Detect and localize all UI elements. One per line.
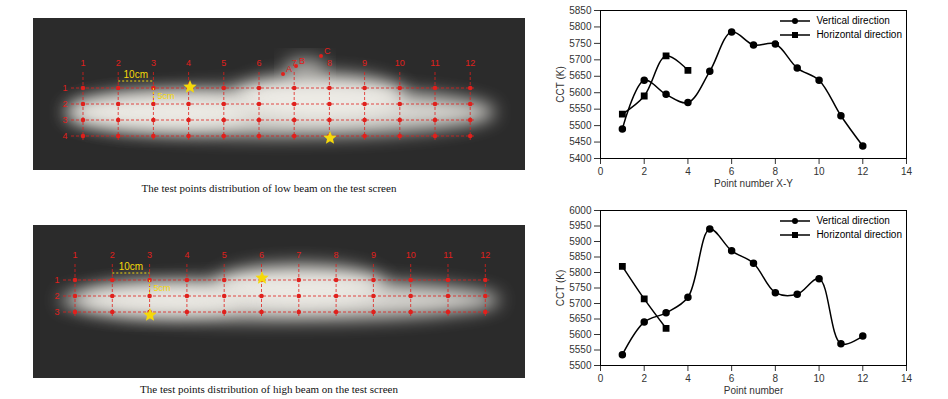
svg-text:4: 4	[184, 250, 189, 260]
svg-text:2: 2	[110, 250, 115, 260]
svg-text:12: 12	[465, 58, 475, 68]
svg-text:3: 3	[151, 58, 156, 68]
svg-text:11: 11	[443, 250, 452, 260]
svg-text:The test points distribution o: The test points distribution of high bea…	[140, 383, 398, 395]
svg-text:4: 4	[685, 373, 691, 384]
svg-text:5: 5	[221, 58, 226, 68]
svg-text:5850: 5850	[569, 251, 592, 262]
svg-text:5950: 5950	[569, 220, 592, 231]
html-text:Vertical direction: Vertical direction	[816, 15, 890, 26]
svg-text:5450: 5450	[569, 136, 592, 147]
svg-text:8: 8	[327, 58, 332, 68]
svg-text:2: 2	[116, 58, 121, 68]
svg-text:5400: 5400	[569, 153, 592, 164]
svg-text:0: 0	[598, 373, 604, 384]
svg-text:The test points distribution o: The test points distribution of low beam…	[142, 182, 397, 194]
svg-text:12: 12	[480, 250, 490, 260]
html-text:Horizontal direction: Horizontal direction	[816, 229, 902, 240]
svg-text:5750: 5750	[569, 282, 592, 293]
svg-text:5750: 5750	[569, 38, 592, 49]
svg-text:10: 10	[406, 250, 416, 260]
svg-text:CCT (K): CCT (K)	[555, 270, 566, 306]
svg-text:6: 6	[729, 166, 735, 177]
svg-text:2: 2	[641, 166, 647, 177]
svg-text:5cm: 5cm	[157, 91, 174, 101]
svg-text:2: 2	[641, 373, 647, 384]
svg-text:5800: 5800	[569, 21, 592, 32]
svg-text:6: 6	[256, 58, 261, 68]
svg-text:B: B	[299, 56, 305, 66]
svg-text:Point number: Point number	[724, 385, 784, 396]
svg-text:5850: 5850	[569, 5, 592, 16]
svg-text:CCT (K): CCT (K)	[555, 66, 566, 102]
svg-text:14: 14	[901, 166, 913, 177]
svg-text:5cm: 5cm	[154, 283, 171, 293]
svg-text:5800: 5800	[569, 267, 592, 278]
svg-text:C: C	[324, 46, 331, 56]
svg-text:3: 3	[147, 250, 152, 260]
svg-text:8: 8	[773, 373, 779, 384]
svg-text:4: 4	[186, 58, 191, 68]
svg-text:8: 8	[334, 250, 339, 260]
svg-text:12: 12	[857, 166, 869, 177]
svg-text:1: 1	[62, 83, 67, 93]
svg-text:3: 3	[54, 307, 59, 317]
svg-text:9: 9	[362, 58, 367, 68]
svg-text:7: 7	[296, 250, 301, 260]
svg-text:2: 2	[62, 99, 67, 109]
svg-text:7: 7	[291, 58, 297, 68]
svg-text:12: 12	[857, 373, 869, 384]
svg-text:2: 2	[54, 291, 59, 301]
svg-text:4: 4	[685, 166, 691, 177]
svg-text:9: 9	[371, 250, 376, 260]
html-text:Vertical direction: Vertical direction	[816, 215, 890, 226]
svg-text:10cm: 10cm	[124, 69, 148, 80]
svg-text:10: 10	[814, 166, 826, 177]
svg-text:10: 10	[814, 373, 826, 384]
svg-text:1: 1	[54, 275, 59, 285]
svg-text:5550: 5550	[569, 103, 592, 114]
svg-text:10: 10	[395, 58, 405, 68]
svg-text:5650: 5650	[569, 70, 592, 81]
svg-text:3: 3	[62, 115, 67, 125]
svg-text:6: 6	[729, 373, 735, 384]
svg-text:1: 1	[72, 250, 77, 260]
svg-text:1: 1	[80, 58, 85, 68]
svg-text:5900: 5900	[569, 236, 592, 247]
svg-text:Point number X-Y: Point number X-Y	[714, 178, 793, 189]
svg-text:5700: 5700	[569, 298, 592, 309]
svg-text:14: 14	[901, 373, 913, 384]
svg-text:5550: 5550	[569, 344, 592, 355]
svg-text:5500: 5500	[569, 360, 592, 371]
svg-text:5700: 5700	[569, 54, 592, 65]
svg-text:11: 11	[430, 58, 439, 68]
svg-text:6: 6	[259, 250, 264, 260]
svg-text:5600: 5600	[569, 329, 592, 340]
html-text:Horizontal direction: Horizontal direction	[816, 29, 902, 40]
svg-text:10cm: 10cm	[119, 261, 143, 272]
svg-text:5: 5	[222, 250, 227, 260]
svg-text:A: A	[286, 64, 292, 74]
svg-text:4: 4	[62, 131, 67, 141]
svg-text:5600: 5600	[569, 87, 592, 98]
svg-text:6000: 6000	[569, 205, 592, 216]
svg-text:5650: 5650	[569, 313, 592, 324]
svg-text:8: 8	[773, 166, 779, 177]
svg-text:5500: 5500	[569, 120, 592, 131]
svg-text:0: 0	[598, 166, 604, 177]
